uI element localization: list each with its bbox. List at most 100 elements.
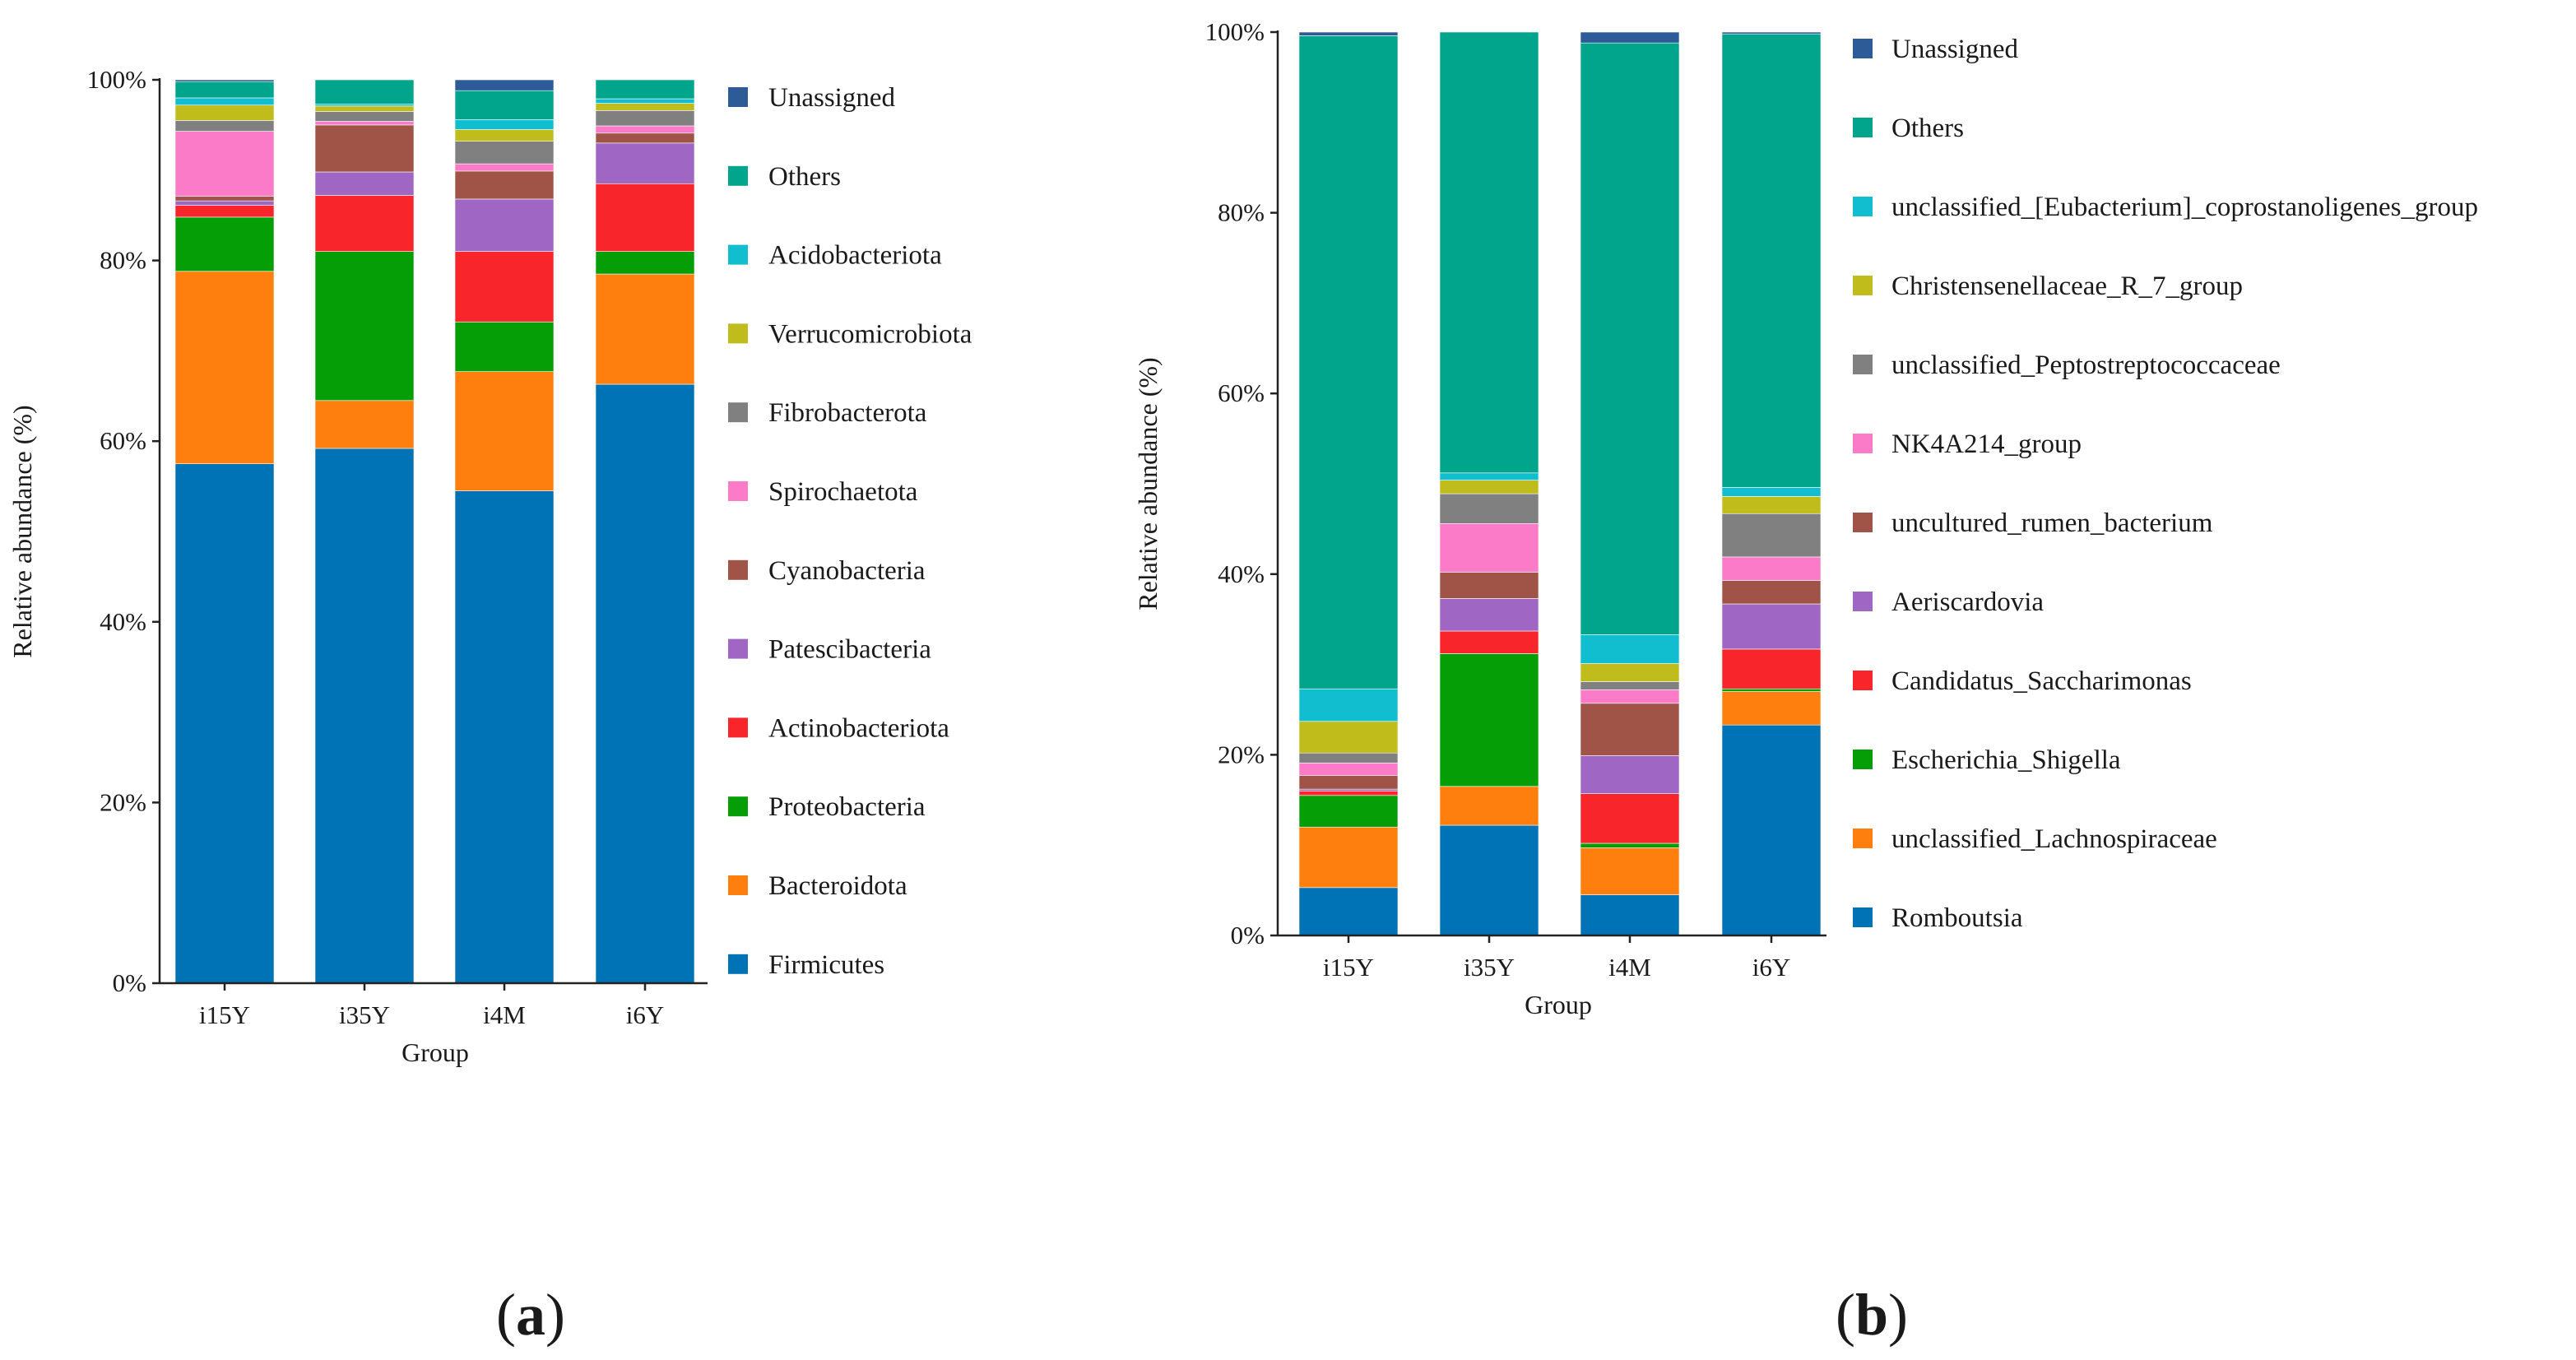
x-tick-label-a-3: i6Y [626,1000,665,1029]
bar-segment-b-i15Y-2 [1298,795,1399,828]
bar-segment-a-i15Y-1 [174,271,275,464]
legend-swatch-a-9 [728,796,748,817]
legend-label-b-3: Christensenellaceae_R_7_group [1891,272,2243,301]
bar-segment-b-i6Y-7 [1721,513,1822,558]
bar-segment-a-i15Y-0 [174,463,275,984]
bar-segment-a-i4M-7 [454,141,555,165]
bar-segment-a-i15Y-4 [174,200,275,206]
bar-segment-b-i15Y-11 [1298,31,1399,36]
x-axis-title-a: Group [401,1037,469,1067]
y-tick-label-b-4: 80% [1218,198,1265,227]
x-axis-title-b: Group [1525,990,1592,1019]
bar-segment-a-i35Y-7 [314,111,415,122]
bar-segment-a-i4M-4 [454,198,555,252]
bar-segment-b-i35Y-8 [1439,480,1539,494]
legend-swatch-a-4 [728,402,748,423]
bar-segment-b-i4M-4 [1580,755,1680,794]
bar-segment-b-i6Y-9 [1721,487,1822,497]
bar-segment-b-i15Y-8 [1298,721,1399,754]
y-tick-label-a-5: 100% [87,65,146,94]
legend-label-b-10: unclassified_Lachnospiraceae [1891,824,2217,854]
legend-swatch-b-5 [1853,434,1873,453]
bar-segment-a-i4M-8 [454,129,555,142]
legend-label-b-4: unclassified_Peptostreptococcaceae [1891,350,2281,380]
bar-segment-a-i4M-5 [454,170,555,200]
bar-segment-b-i6Y-6 [1721,556,1822,581]
bar-segment-a-i4M-2 [454,321,555,372]
legend-label-b-7: Aeriscardovia [1891,587,2044,617]
x-tick-label-b-3: i6Y [1752,953,1791,982]
bar-segment-b-i4M-7 [1580,681,1680,690]
panel-label-letter-b: b [1855,1282,1888,1348]
bars-b [1298,31,1822,936]
bar-segment-b-i4M-5 [1580,703,1680,756]
bar-segment-b-i6Y-5 [1721,580,1822,605]
bar-segment-b-i15Y-10 [1298,35,1399,689]
bar-segment-a-i15Y-9 [174,97,275,106]
y-ticks-a: 0% 20% 40% 60% 80% 100% [87,65,160,997]
y-axis-title-b: Relative abundance (%) [1133,357,1163,610]
legend-swatch-a-3 [728,323,748,344]
bar-segment-a-i6Y-4 [595,142,695,184]
bar-segment-b-i15Y-5 [1298,775,1399,790]
bar-segment-b-i6Y-3 [1721,648,1822,689]
legend-swatch-b-6 [1853,513,1873,532]
legend-label-a-6: Cyanobacteria [768,556,926,586]
bar-segment-a-i35Y-6 [314,121,415,126]
bar-segment-b-i15Y-0 [1298,887,1399,936]
legend-swatch-b-2 [1853,197,1873,216]
legend-swatch-b-3 [1853,276,1873,295]
legend-swatch-a-7 [728,638,748,659]
bar-segment-b-i6Y-10 [1721,33,1822,488]
bar-segment-a-i35Y-2 [314,251,415,402]
bar-segment-a-i6Y-10 [595,79,695,100]
bar-segment-a-i35Y-10 [314,79,415,104]
legend-swatch-b-10 [1853,829,1873,848]
legend-label-a-4: Fibrobacterota [768,398,927,428]
legend-label-a-5: Spirochaetota [768,477,918,507]
bar-segment-b-i15Y-6 [1298,762,1399,776]
bar-segment-b-i15Y-4 [1298,788,1399,791]
bar-segment-b-i6Y-2 [1721,688,1822,692]
legend-swatch-b-8 [1853,671,1873,690]
bar-segment-a-i6Y-6 [595,125,695,134]
y-tick-label-a-0: 0% [113,968,146,997]
bar-segment-b-i35Y-10 [1439,31,1539,474]
bar-segment-a-i15Y-5 [174,196,275,202]
bar-segment-b-i35Y-2 [1439,653,1539,787]
bar-segment-a-i4M-11 [454,79,555,91]
legend-swatch-b-1 [1853,118,1873,137]
legend-label-b-11: Romboutsia [1891,903,2023,933]
y-axis-title-a: Relative abundance (%) [7,405,37,657]
legend-label-a-1: Others [768,162,841,192]
bar-segment-a-i6Y-7 [595,110,695,127]
y-tick-label-a-2: 40% [100,607,146,636]
bar-segment-b-i4M-3 [1580,793,1680,844]
y-tick-label-a-3: 60% [100,426,146,455]
bar-segment-a-i6Y-3 [595,183,695,252]
panel-label-letter-a: a [516,1282,545,1348]
bar-segment-a-i35Y-8 [314,105,415,112]
bar-segment-b-i4M-2 [1580,842,1680,848]
chart-panel-a: 0% 20% 40% 60% 80% 100% i15Y i35Y i4M i6Y Relati… [7,65,972,1348]
bar-segment-b-i6Y-1 [1721,691,1822,726]
y-tick-label-b-5: 100% [1205,17,1265,46]
legend-label-a-7: Patescibacteria [768,635,931,665]
legend-label-a-11: Firmicutes [768,950,884,980]
bar-segment-a-i35Y-0 [314,448,415,984]
legend-swatch-a-5 [728,481,748,501]
y-tick-label-b-3: 60% [1218,378,1265,407]
bar-segment-b-i6Y-0 [1721,724,1822,936]
legend-swatch-b-0 [1853,39,1873,58]
bar-segment-b-i4M-11 [1580,31,1680,44]
bar-segment-b-i35Y-4 [1439,598,1539,632]
legend-swatch-a-8 [728,717,748,738]
x-ticks-b: i15Y i35Y i4M i6Y [1323,935,1790,982]
legend-label-a-9: Proteobacteria [768,792,926,822]
bar-segment-a-i4M-1 [454,371,555,491]
bar-segment-a-i35Y-1 [314,400,415,449]
bar-segment-a-i35Y-3 [314,195,415,252]
legend-swatch-b-4 [1853,355,1873,374]
